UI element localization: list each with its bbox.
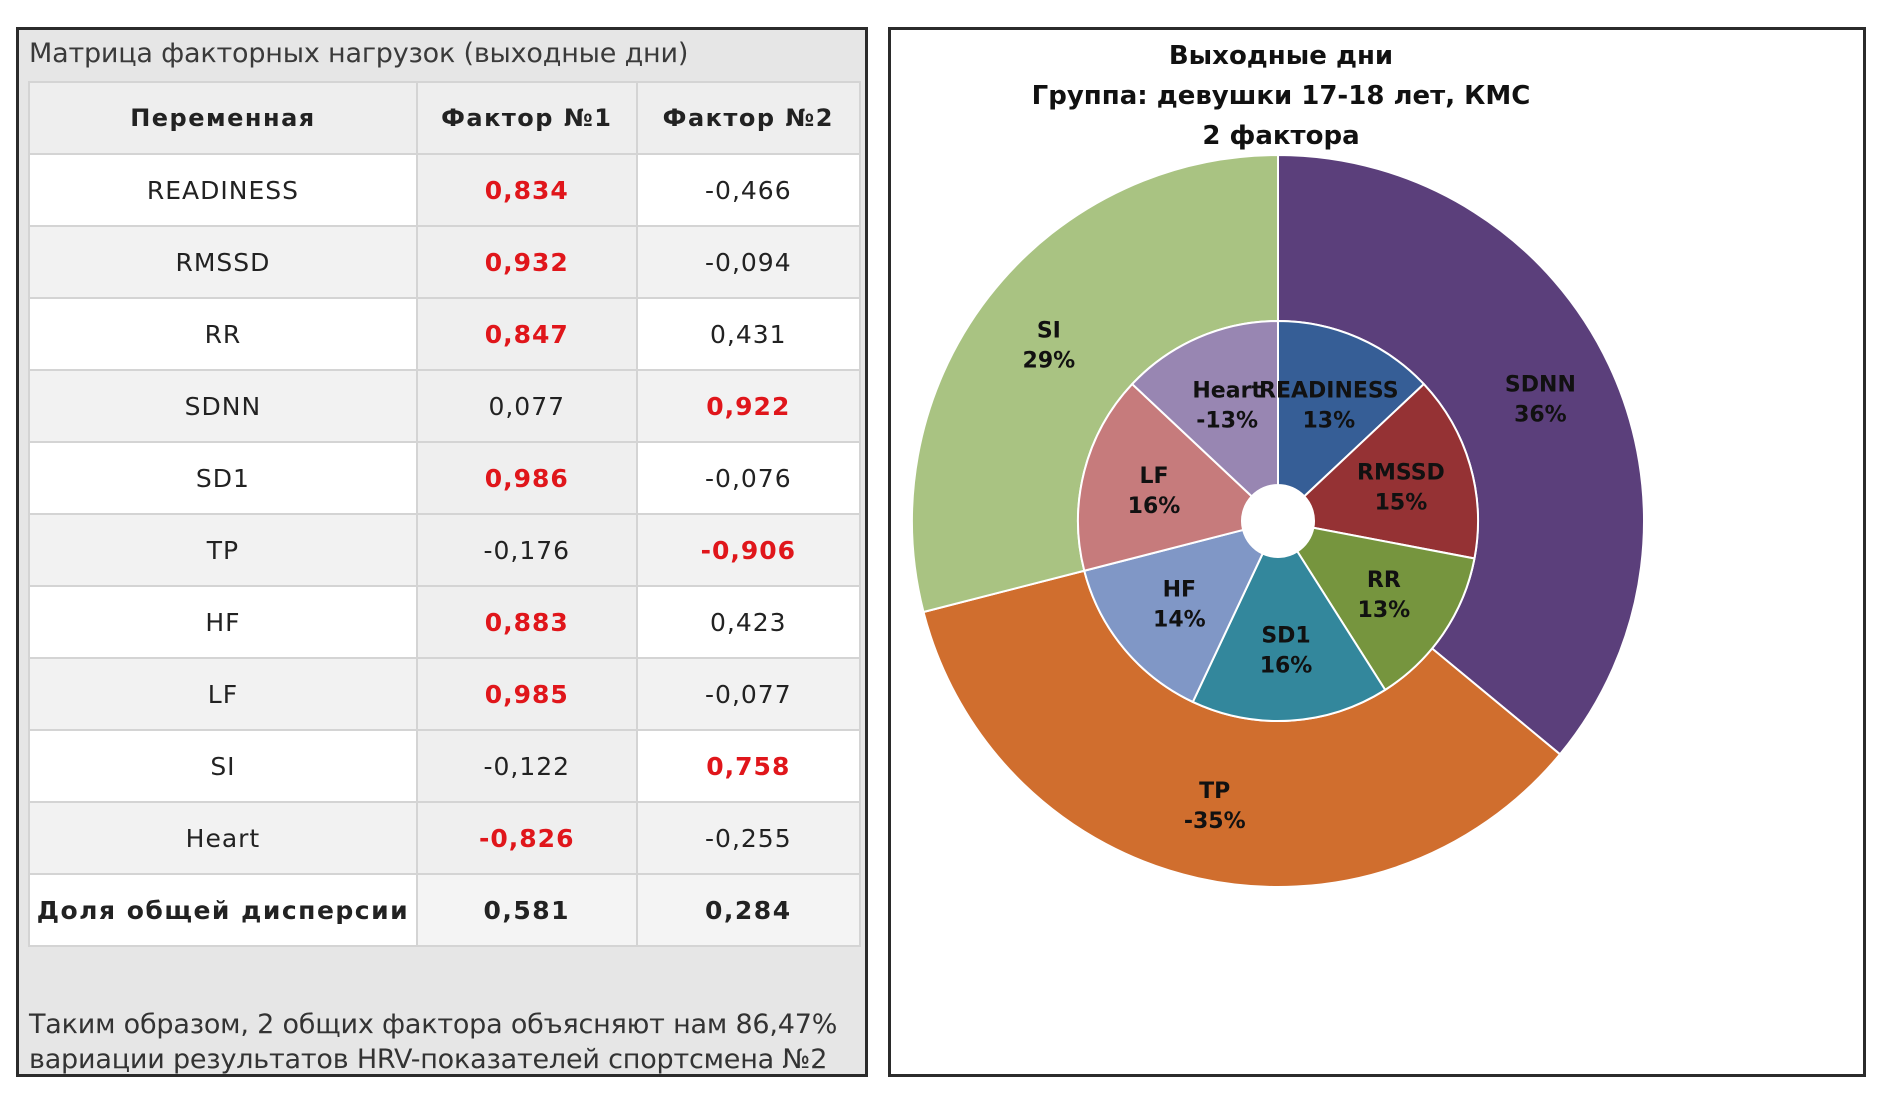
chart-title-line-2: Группа: девушки 17-18 лет, КМС <box>1032 81 1531 111</box>
outer_ring-label-name-si: SI <box>1037 318 1061 343</box>
table-title: Матрица факторных нагрузок (выходные дни… <box>29 38 689 69</box>
slice-labels: SDNN 36% TP -35% SI 29% READINESS 13% RMSSD 15% RR… <box>1023 318 1576 834</box>
cell-factor-1: -0,122 <box>415 729 638 803</box>
cell-factor-2: 0,758 <box>635 729 862 803</box>
cell-factor-2: -0,094 <box>635 225 862 299</box>
inner_ring-label-name-lf: LF <box>1139 464 1168 489</box>
cell-factor-2: 0,431 <box>635 297 862 371</box>
cell-variable: SI <box>28 729 418 803</box>
outer_ring-label-value-sdnn: 36% <box>1514 403 1567 428</box>
inner_ring-label-value-readiness: 13% <box>1302 409 1355 434</box>
conclusion-line-2: вариации результатов HRV-показателей спо… <box>29 1044 828 1075</box>
table-row: TP -0,176 -0,906 <box>28 513 862 587</box>
table-header-row: Переменная Фактор №1 Фактор №2 <box>28 81 862 155</box>
cell-factor-2: -0,077 <box>635 657 862 731</box>
chart-title-line-3: 2 фактора <box>1202 121 1359 151</box>
cell-variable: TP <box>28 513 418 587</box>
loadings-table: Переменная Фактор №1 Фактор №2 READINESS… <box>28 81 862 947</box>
conclusion-line-1: Таким образом, 2 общих фактора объясняют… <box>29 1009 838 1040</box>
cell-factor-1: -0,826 <box>415 801 638 875</box>
cell-variable: Heart <box>28 801 418 875</box>
cell-variable: LF <box>28 657 418 731</box>
outer_ring-label-value-si: 29% <box>1023 348 1076 373</box>
cell-variable: SDNN <box>28 369 418 443</box>
table-row: RR 0,847 0,431 <box>28 297 862 371</box>
cell-factor-1: 0,834 <box>415 153 638 227</box>
cell-variable: RMSSD <box>28 225 418 299</box>
cell-factor-1: -0,176 <box>415 513 638 587</box>
table-row: SI -0,122 0,758 <box>28 729 862 803</box>
cell-factor-1: 0,932 <box>415 225 638 299</box>
header-variable: Переменная <box>28 81 418 155</box>
inner_ring-label-value-lf: 16% <box>1128 494 1181 519</box>
loadings-panel: Матрица факторных нагрузок (выходные дни… <box>16 27 868 1077</box>
total-variance-row: Доля общей дисперсии 0,581 0,284 <box>28 873 862 947</box>
chart-panel: Выходные дни Группа: девушки 17-18 лет, … <box>888 27 1866 1077</box>
inner_ring-label-name-sd1: SD1 <box>1261 624 1310 649</box>
header-factor-1: Фактор №1 <box>415 81 638 155</box>
cell-factor-2: 0,423 <box>635 585 862 659</box>
inner_ring-label-value-rr: 13% <box>1358 598 1411 623</box>
cell-factor-2: -0,076 <box>635 441 862 515</box>
cell-factor-2: 0,922 <box>635 369 862 443</box>
table-row: RMSSD 0,932 -0,094 <box>28 225 862 299</box>
table-row: Heart -0,826 -0,255 <box>28 801 862 875</box>
total-factor-1: 0,581 <box>415 873 638 947</box>
donut-chart: Выходные дни Группа: девушки 17-18 лет, … <box>911 41 1645 888</box>
table-row: SDNN 0,077 0,922 <box>28 369 862 443</box>
cell-factor-1: 0,985 <box>415 657 638 731</box>
total-label: Доля общей дисперсии <box>28 873 418 947</box>
cell-factor-1: 0,847 <box>415 297 638 371</box>
inner_ring-label-name-readiness: READINESS <box>1259 379 1399 404</box>
inner_ring-label-name-hf: HF <box>1163 578 1196 603</box>
total-factor-2: 0,284 <box>635 873 862 947</box>
outer_ring-label-value-tp: -35% <box>1184 809 1246 834</box>
table-row: READINESS 0,834 -0,466 <box>28 153 862 227</box>
cell-factor-2: -0,255 <box>635 801 862 875</box>
inner_ring-label-value-heart: -13% <box>1196 409 1258 434</box>
header-factor-2: Фактор №2 <box>635 81 862 155</box>
cell-factor-2: -0,466 <box>635 153 862 227</box>
inner_ring-label-name-rr: RR <box>1367 568 1401 593</box>
cell-factor-2: -0,906 <box>635 513 862 587</box>
chart-title-line-1: Выходные дни <box>1169 41 1393 71</box>
cell-variable: HF <box>28 585 418 659</box>
conclusion-text: Таким образом, 2 общих фактора объясняют… <box>29 1007 859 1077</box>
cell-factor-1: 0,986 <box>415 441 638 515</box>
outer-ring <box>911 153 1645 888</box>
cell-variable: SD1 <box>28 441 418 515</box>
inner_ring-label-value-sd1: 16% <box>1260 654 1313 679</box>
cell-variable: RR <box>28 297 418 371</box>
inner-ring <box>1077 319 1479 722</box>
table-row: LF 0,985 -0,077 <box>28 657 862 731</box>
inner_ring-label-name-heart: Heart <box>1192 379 1262 404</box>
cell-factor-1: 0,883 <box>415 585 638 659</box>
cell-variable: READINESS <box>28 153 418 227</box>
cell-factor-1: 0,077 <box>415 369 638 443</box>
inner_ring-label-name-rmssd: RMSSD <box>1357 460 1445 485</box>
outer_ring-label-name-sdnn: SDNN <box>1505 373 1576 398</box>
inner_ring-label-value-rmssd: 15% <box>1375 490 1428 515</box>
table-row: HF 0,883 0,423 <box>28 585 862 659</box>
outer_ring-label-name-tp: TP <box>1199 779 1230 804</box>
donut-hole <box>1242 485 1314 557</box>
table-row: SD1 0,986 -0,076 <box>28 441 862 515</box>
inner_ring-label-value-hf: 14% <box>1153 608 1206 633</box>
